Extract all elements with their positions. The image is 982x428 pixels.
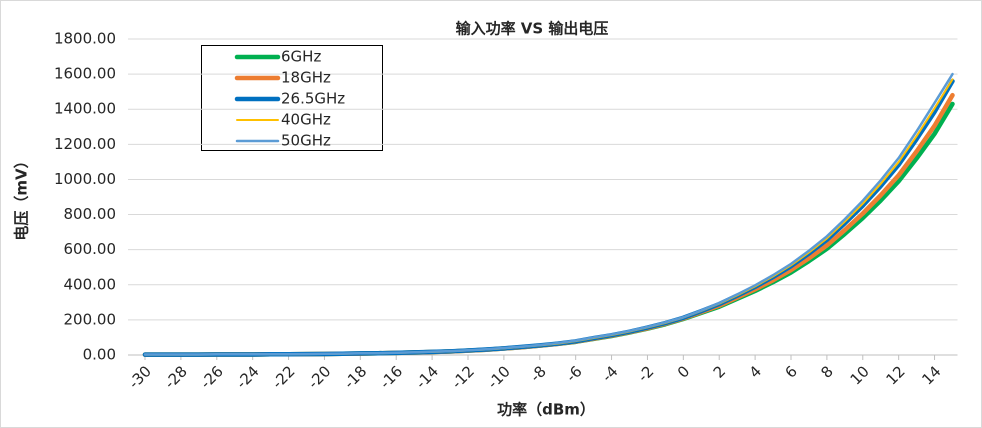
y-tick-label: 800.00 xyxy=(64,205,117,223)
y-tick-label: 600.00 xyxy=(64,240,117,258)
y-tick-label: 400.00 xyxy=(64,275,117,293)
y-tick-label: 1800.00 xyxy=(54,30,116,48)
y-tick-label: 1600.00 xyxy=(54,65,116,83)
legend-box xyxy=(201,45,383,151)
y-tick-label: 200.00 xyxy=(64,310,117,328)
y-tick-label: 0.00 xyxy=(83,346,116,364)
y-tick-label: 1200.00 xyxy=(54,135,116,153)
chart-title: 输入功率 VS 输出电压 xyxy=(456,20,609,38)
y-tick-label: 1400.00 xyxy=(54,100,116,118)
legend-label: 50GHz xyxy=(281,132,331,150)
series-line xyxy=(143,72,954,356)
legend-label: 18GHz xyxy=(281,69,331,87)
x-axis-label: 功率（dBm） xyxy=(497,401,595,419)
legend-label: 26.5GHz xyxy=(281,90,345,108)
legend-label: 40GHz xyxy=(281,111,331,129)
legend-label: 6GHz xyxy=(281,48,321,66)
y-axis-label: 电压（mV） xyxy=(13,153,31,240)
y-tick-label: 1000.00 xyxy=(54,170,116,188)
